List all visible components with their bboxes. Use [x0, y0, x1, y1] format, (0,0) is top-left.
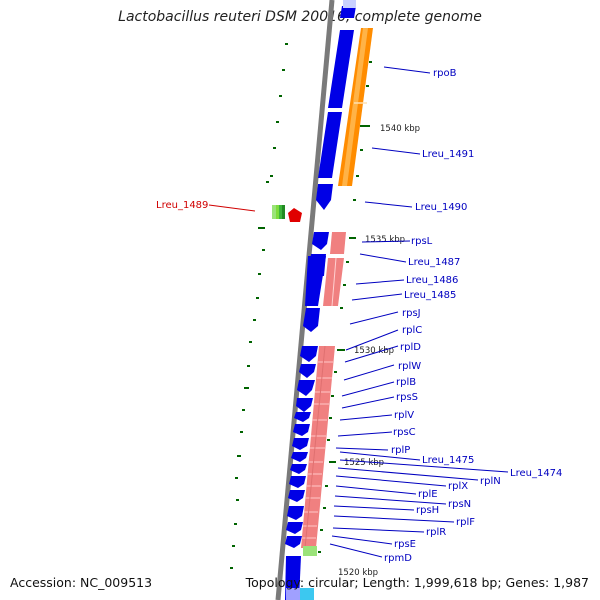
gene-label[interactable]: Lreu_1491	[422, 149, 474, 160]
cds-bottom-light	[286, 588, 300, 600]
gene-label[interactable]: rplB	[396, 377, 416, 388]
gene-label[interactable]: rpsJ	[402, 308, 421, 319]
gene-label[interactable]: rpoB	[433, 68, 457, 79]
gene-label[interactable]: rplF	[456, 517, 475, 528]
gene-label[interactable]: rpmD	[384, 553, 412, 564]
gene-label[interactable]: rpsH	[416, 505, 439, 516]
gene-label[interactable]: rpsS	[396, 392, 418, 403]
gene-label[interactable]: Lreu_1490	[415, 202, 467, 213]
genome-summary: Topology: circular; Length: 1,999,618 bp…	[245, 575, 589, 590]
kbp-label-1520: 1520 kbp	[338, 568, 378, 578]
cyan-feature	[300, 588, 314, 600]
gene-label[interactable]: Lreu_1486	[406, 275, 458, 286]
gene-label[interactable]: Lreu_1485	[404, 290, 456, 301]
kbp-label-1540: 1540 kbp	[380, 124, 420, 134]
gene-label[interactable]: rpsE	[394, 539, 416, 550]
kbp-label-1530: 1530 kbp	[354, 346, 394, 356]
kbp-label-1535: 1535 kbp	[365, 235, 405, 245]
pink-ribosomal-block	[301, 345, 335, 549]
gene-label[interactable]: rplC	[402, 325, 422, 336]
cds-blue-upper	[303, 6, 356, 332]
lreu-1489-feature[interactable]	[272, 205, 302, 222]
label-leaders	[329, 66, 509, 558]
gene-label[interactable]: Lreu_1475	[422, 455, 474, 466]
cds-top-light	[343, 0, 356, 8]
gene-label[interactable]: rplW	[398, 361, 421, 372]
gene-label[interactable]: rpsN	[448, 499, 471, 510]
gene-label[interactable]: Lreu_1487	[408, 257, 460, 268]
kbp-label-1525: 1525 kbp	[344, 458, 384, 468]
gene-label[interactable]: rplV	[394, 410, 414, 421]
gene-label[interactable]: rplP	[391, 445, 410, 456]
orange-feature-track	[338, 28, 373, 186]
gene-label[interactable]: rpsL	[411, 236, 433, 247]
gene-label[interactable]: rplR	[426, 527, 446, 538]
map-title: Lactobacillus reuteri DSM 20016, complet…	[118, 9, 482, 25]
accession-label: Accession: NC_009513	[10, 575, 153, 590]
gene-label[interactable]: rpsC	[393, 427, 416, 438]
gene-label[interactable]: rplD	[400, 342, 421, 353]
gene-label-highlight[interactable]: Lreu_1489	[156, 200, 208, 211]
genome-backbone	[275, 0, 335, 600]
lreu-1489-leader	[208, 204, 256, 212]
gene-label[interactable]: Lreu_1474	[510, 468, 562, 479]
green-feature	[303, 546, 317, 556]
gene-label[interactable]: rplX	[448, 481, 468, 492]
inner-ticks	[318, 61, 372, 553]
pink-features-upper	[323, 232, 346, 307]
gene-label[interactable]: rplE	[418, 489, 438, 500]
gene-labels: rpoB Lreu_1491 Lreu_1490 Lreu_1489 rpsL …	[156, 68, 562, 564]
cds-blue-ribosomal	[285, 346, 318, 600]
gene-label[interactable]: rplN	[480, 476, 501, 487]
gc-ticks	[230, 43, 288, 569]
